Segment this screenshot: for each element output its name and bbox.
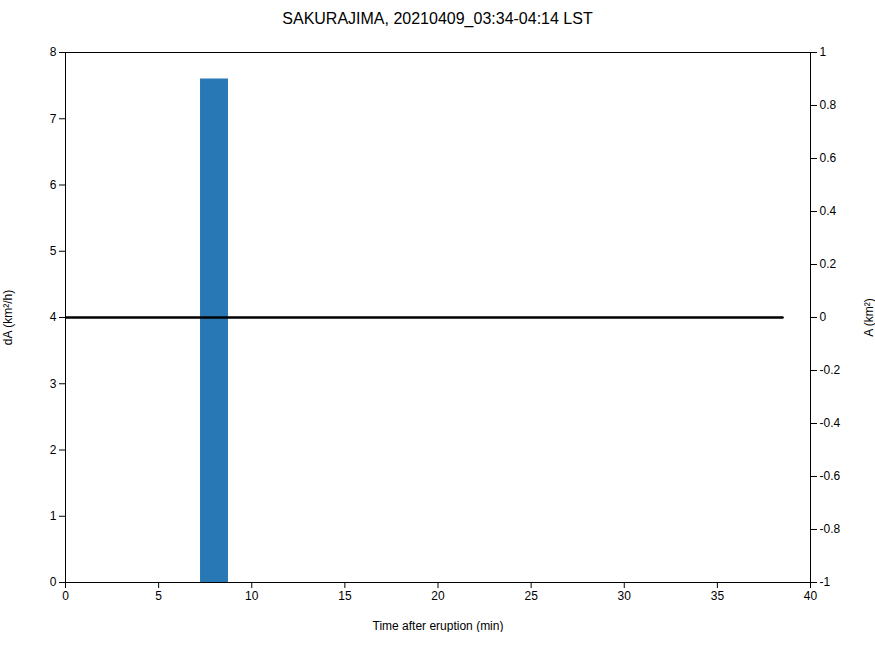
svg-text:0.6: 0.6 <box>820 151 837 165</box>
svg-text:0: 0 <box>62 589 69 603</box>
svg-text:3: 3 <box>50 377 57 391</box>
svg-text:15: 15 <box>338 589 352 603</box>
svg-text:30: 30 <box>618 589 632 603</box>
svg-text:10: 10 <box>245 589 259 603</box>
svg-text:-0.6: -0.6 <box>820 469 841 483</box>
svg-text:0.4: 0.4 <box>820 204 837 218</box>
svg-text:A (km²): A (km²) <box>862 298 875 337</box>
svg-text:35: 35 <box>711 589 725 603</box>
svg-text:8: 8 <box>50 45 57 59</box>
svg-text:0: 0 <box>820 310 827 324</box>
svg-text:6: 6 <box>50 178 57 192</box>
svg-text:5: 5 <box>155 589 162 603</box>
svg-text:25: 25 <box>524 589 538 603</box>
svg-text:Time after eruption (min): Time after eruption (min) <box>373 619 504 633</box>
svg-text:1: 1 <box>820 45 827 59</box>
svg-text:dA (km²/h): dA (km²/h) <box>1 290 15 345</box>
svg-text:20: 20 <box>431 589 445 603</box>
svg-text:5: 5 <box>50 244 57 258</box>
svg-text:-1: -1 <box>820 575 831 589</box>
svg-text:1: 1 <box>50 509 57 523</box>
svg-text:2: 2 <box>50 443 57 457</box>
svg-text:0.8: 0.8 <box>820 98 837 112</box>
svg-text:40: 40 <box>804 589 818 603</box>
svg-text:-0.8: -0.8 <box>820 522 841 536</box>
svg-text:0.2: 0.2 <box>820 257 837 271</box>
svg-text:-0.2: -0.2 <box>820 363 841 377</box>
svg-text:0: 0 <box>50 575 57 589</box>
svg-text:7: 7 <box>50 112 57 126</box>
html-text:SAKURAJIMA, 20210409_03:34-04:: SAKURAJIMA, 20210409_03:34-04:14 LST <box>282 10 593 27</box>
svg-text:4: 4 <box>50 310 57 324</box>
svg-text:-0.4: -0.4 <box>820 416 841 430</box>
